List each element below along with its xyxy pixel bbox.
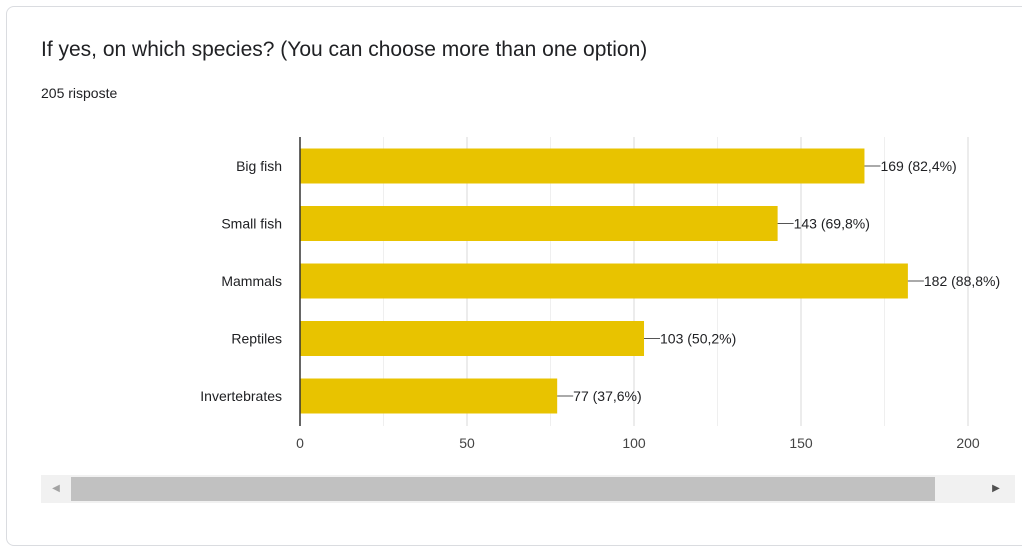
data-label: 77 (37,6%) xyxy=(573,388,641,404)
x-axis-ticks: 0 50 100 150 200 xyxy=(296,435,980,451)
horizontal-scrollbar[interactable]: ◀ ▶ xyxy=(41,475,1015,503)
x-tick-label: 50 xyxy=(459,435,475,451)
x-tick-label: 150 xyxy=(789,435,813,451)
scroll-thumb[interactable] xyxy=(71,477,935,501)
bar-small-fish xyxy=(300,206,778,241)
category-label: Reptiles xyxy=(231,331,282,347)
bar-mammals xyxy=(300,263,908,299)
category-label: Big fish xyxy=(236,158,282,174)
bar-invertebrates xyxy=(300,378,558,414)
x-tick-label: 200 xyxy=(956,435,980,451)
data-label: 103 (50,2%) xyxy=(660,331,736,347)
data-label: 182 (88,8%) xyxy=(924,273,1000,289)
question-title: If yes, on which species? (You can choos… xyxy=(41,38,648,61)
bar-big-fish xyxy=(300,148,865,184)
category-labels: Big fish Small fish Mammals Reptiles Inverte… xyxy=(200,158,282,404)
data-label: 169 (82,4%) xyxy=(880,158,956,174)
bars: 169 (82,4%) 143 (69,8%) 182 (88,8%) 103 (50… xyxy=(300,148,1000,414)
bar-chart: 169 (82,4%) 143 (69,8%) 182 (88,8%) 103 (50… xyxy=(200,137,1000,451)
category-label: Small fish xyxy=(221,216,282,232)
x-tick-label: 100 xyxy=(622,435,646,451)
category-label: Invertebrates xyxy=(200,388,282,404)
scroll-left-arrow-icon[interactable]: ◀ xyxy=(52,483,60,494)
x-tick-label: 0 xyxy=(296,435,304,451)
response-count: 205 risposte xyxy=(41,85,118,101)
scroll-right-arrow-icon[interactable]: ▶ xyxy=(992,483,1000,494)
bar-reptiles xyxy=(300,321,645,356)
category-label: Mammals xyxy=(221,273,282,289)
data-label: 143 (69,8%) xyxy=(794,216,870,232)
